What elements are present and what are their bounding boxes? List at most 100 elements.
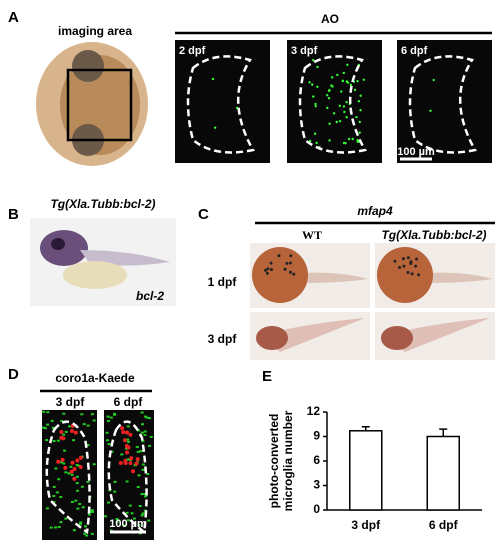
cell-mark bbox=[120, 426, 125, 431]
cell-mark bbox=[92, 419, 96, 422]
error-bar bbox=[361, 425, 370, 431]
cell-mark bbox=[131, 469, 136, 474]
fluorescence-image bbox=[175, 40, 270, 163]
stain-dot bbox=[417, 273, 421, 277]
cell-mark bbox=[125, 447, 129, 450]
y-tick-label: 0 bbox=[313, 502, 320, 516]
cell-mark bbox=[141, 440, 145, 443]
cell-mark bbox=[85, 534, 89, 537]
y-tick-label: 12 bbox=[307, 404, 321, 418]
cell-dot bbox=[343, 110, 346, 114]
cell-mark bbox=[50, 419, 54, 422]
cell-mark bbox=[82, 423, 86, 426]
cell-mark bbox=[121, 430, 126, 435]
cell-mark bbox=[57, 478, 61, 481]
cell-mark bbox=[43, 427, 47, 430]
cell-mark bbox=[140, 411, 144, 414]
y-axis-label: photo-converted bbox=[267, 414, 281, 509]
cell-dot bbox=[359, 94, 362, 97]
panel-label: A bbox=[8, 9, 19, 26]
cell-dot bbox=[357, 100, 361, 103]
cell-mark bbox=[76, 507, 80, 510]
cell-mark bbox=[74, 499, 78, 502]
cell-dot bbox=[340, 90, 343, 93]
kidney-outline bbox=[186, 55, 255, 154]
cell-dot bbox=[327, 96, 331, 100]
embryo-head bbox=[381, 326, 413, 350]
stain-dot bbox=[415, 257, 419, 261]
cell-mark bbox=[137, 524, 141, 527]
cell-mark bbox=[135, 445, 139, 448]
cell-mark bbox=[70, 460, 75, 465]
cell-dot bbox=[342, 71, 345, 75]
stain-dot bbox=[406, 270, 410, 274]
cell-mark bbox=[107, 501, 111, 504]
stain-dot bbox=[288, 270, 292, 274]
cell-mark bbox=[63, 449, 67, 452]
cell-mark bbox=[115, 521, 119, 524]
cell-mark bbox=[83, 525, 87, 528]
cell-mark bbox=[75, 489, 79, 492]
cell-mark bbox=[107, 419, 111, 422]
cell-mark bbox=[56, 459, 61, 464]
stain-dot bbox=[264, 268, 268, 272]
cell-mark bbox=[53, 526, 57, 529]
cell-mark bbox=[120, 453, 124, 456]
cell-mark bbox=[141, 512, 145, 515]
embryo-tail bbox=[425, 272, 493, 283]
cell-dot bbox=[335, 120, 338, 124]
cell-mark bbox=[123, 461, 128, 466]
cell-mark bbox=[45, 507, 49, 510]
cell-mark bbox=[92, 463, 96, 466]
cell-dot bbox=[336, 73, 339, 77]
cell-mark bbox=[140, 431, 144, 434]
cell-mark bbox=[126, 519, 130, 522]
panel-label: E bbox=[262, 368, 272, 385]
cell-mark bbox=[67, 472, 71, 475]
cell-mark bbox=[125, 480, 129, 483]
cell-mark bbox=[70, 473, 74, 476]
cell-mark bbox=[80, 485, 84, 488]
column-label: WT bbox=[302, 228, 322, 242]
error-bar bbox=[439, 428, 448, 437]
cell-dot bbox=[338, 104, 342, 107]
cell-mark bbox=[126, 438, 130, 441]
cell-dot bbox=[328, 122, 331, 125]
cell-mark bbox=[54, 467, 58, 470]
y-tick-label: 6 bbox=[313, 453, 320, 467]
cell-mark bbox=[69, 465, 73, 468]
cell-dot bbox=[316, 65, 319, 69]
group-title: coro1a-Kaede bbox=[55, 371, 135, 385]
cell-mark bbox=[52, 495, 56, 498]
cell-dot bbox=[326, 106, 329, 110]
cell-dot bbox=[359, 108, 362, 112]
cell-mark bbox=[128, 504, 132, 507]
kidney-outline bbox=[298, 55, 367, 154]
cell-mark bbox=[112, 412, 116, 415]
cell-mark bbox=[72, 476, 77, 481]
cell-dot bbox=[432, 78, 435, 82]
cell-dot bbox=[313, 132, 317, 135]
stain-dot bbox=[414, 264, 418, 268]
cell-mark bbox=[122, 438, 127, 443]
y-tick-label: 9 bbox=[313, 429, 320, 443]
group-title: AO bbox=[321, 12, 339, 26]
stain-dot bbox=[406, 256, 410, 260]
cell-mark bbox=[132, 517, 136, 520]
cell-mark bbox=[70, 500, 74, 503]
cell-mark bbox=[90, 509, 94, 512]
cell-mark bbox=[81, 506, 85, 509]
image-label: 6 dpf bbox=[401, 45, 428, 57]
cell-mark bbox=[141, 468, 145, 471]
embryo-image bbox=[30, 218, 176, 306]
stain-dot bbox=[409, 261, 413, 265]
cell-mark bbox=[78, 455, 83, 460]
cell-mark bbox=[69, 429, 74, 434]
cell-mark bbox=[125, 511, 129, 514]
cell-dot bbox=[338, 119, 342, 123]
cell-mark bbox=[147, 519, 151, 522]
cell-mark bbox=[72, 467, 77, 472]
y-tick-label: 3 bbox=[313, 478, 320, 492]
cell-mark bbox=[109, 416, 113, 419]
cell-dot bbox=[345, 116, 348, 119]
